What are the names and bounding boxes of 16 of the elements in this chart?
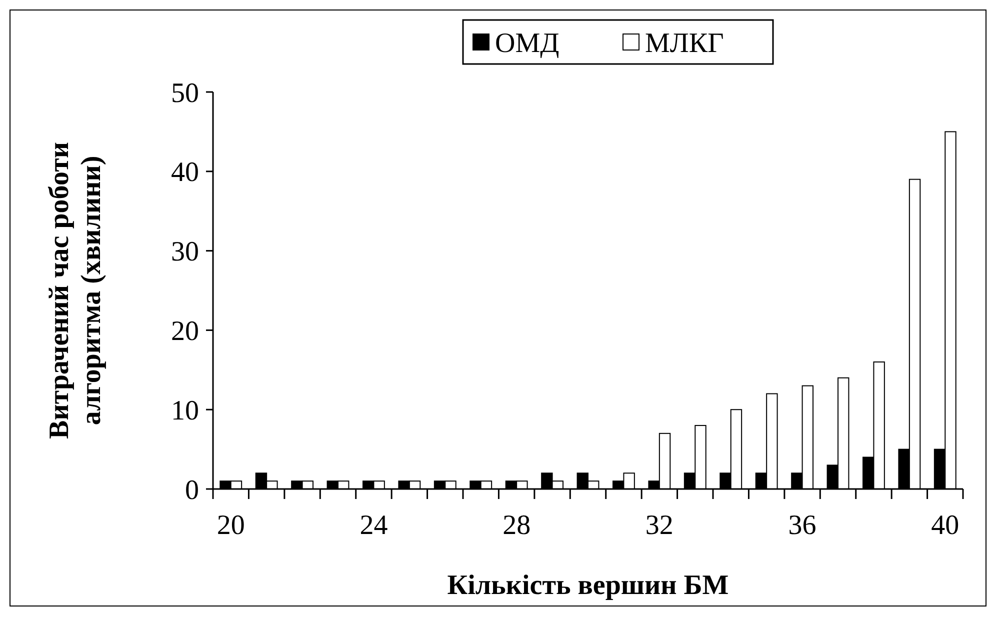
x-tick-label: 36	[788, 510, 816, 541]
y-tick-label: 10	[171, 395, 199, 426]
x-tick-label: 20	[216, 510, 245, 541]
legend-label: МЛКГ	[645, 28, 724, 59]
x-tick-label: 28	[502, 510, 531, 541]
y-tick-label: 20	[171, 316, 199, 347]
legend-label: ОМД	[495, 28, 560, 59]
x-tick-label: 24	[360, 510, 388, 541]
x-tick-label: 32	[645, 510, 674, 541]
y-tick-label: 50	[171, 78, 199, 109]
y-tick-label: 30	[171, 236, 199, 268]
x-axis-title: Кількість вершин БМ	[447, 570, 729, 601]
y-axis-title: Витрачений час роботи алгоритма (хвилини)	[44, 142, 108, 439]
y-tick-label: 40	[171, 157, 199, 188]
x-tick-label: 40	[931, 510, 960, 541]
y-tick-label: 0	[185, 474, 199, 506]
